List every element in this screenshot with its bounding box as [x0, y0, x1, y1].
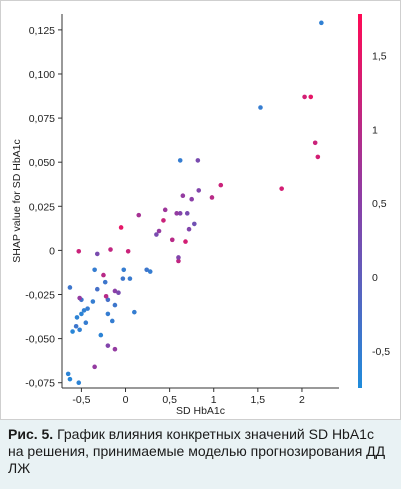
data-point: [109, 318, 115, 324]
y-tick-label: 0,025: [29, 201, 55, 213]
y-tick-label: 0: [49, 245, 55, 257]
data-point: [136, 212, 142, 218]
data-point: [156, 228, 162, 234]
colorbar: -0,5 0 0,5 1 1,5: [358, 14, 390, 388]
data-point: [176, 255, 181, 260]
data-point: [180, 193, 186, 199]
data-point: [161, 218, 166, 223]
y-tick-label: 0,050: [29, 157, 55, 169]
data-point: [67, 285, 73, 290]
y-tick-label: -0,075: [25, 378, 55, 390]
data-point: [218, 182, 224, 188]
data-point: [302, 94, 307, 100]
data-point: [186, 226, 192, 232]
data-point: [258, 105, 263, 110]
colorbar-gradient: [358, 14, 362, 388]
x-axis-label: SD HbA1c: [176, 405, 225, 417]
data-point: [209, 195, 215, 200]
data-point: [132, 309, 137, 315]
data-point: [127, 276, 133, 281]
data-point: [85, 306, 90, 311]
colorbar-tick-label: 0,5: [372, 198, 387, 210]
y-tick-label: -0,025: [25, 290, 55, 302]
data-point: [77, 295, 82, 301]
data-point: [189, 196, 194, 202]
data-point: [144, 267, 149, 273]
scatter-chart: -0,075 -0,050 -0,025 0 0,025 0,050 0,075 0,100 0…: [11, 14, 390, 417]
data-point: [174, 211, 179, 216]
data-point: [196, 188, 202, 193]
data-point: [94, 251, 100, 257]
y-tick-label: -0,050: [25, 334, 55, 346]
data-point: [90, 299, 96, 304]
colorbar-tick-label: 1: [372, 124, 378, 136]
x-tick-label: -0,5: [72, 394, 90, 406]
data-point: [312, 140, 318, 146]
data-point: [83, 320, 89, 326]
figure-caption: Рис. 5. График влияния конкретных значен…: [0, 420, 401, 489]
data-point: [79, 311, 84, 317]
x-tick-label: 1: [211, 394, 217, 406]
y-axis-label: SHAP value for SD HbA1c: [11, 139, 23, 263]
data-point: [76, 380, 82, 386]
x-tick-label: 0,5: [162, 394, 177, 406]
data-point: [162, 207, 168, 213]
caption-label: Рис. 5.: [8, 426, 54, 442]
data-point: [319, 20, 324, 26]
x-tick-label: 2: [299, 394, 305, 406]
data-point: [154, 232, 159, 237]
data-point: [92, 267, 97, 273]
data-point: [103, 293, 109, 299]
data-point: [147, 269, 153, 274]
data-point: [184, 211, 190, 216]
data-point: [125, 248, 131, 254]
data-points: [65, 20, 324, 386]
data-point: [315, 154, 321, 160]
data-point: [121, 267, 127, 273]
data-point: [105, 297, 111, 303]
x-tick-label: 1,5: [251, 394, 266, 406]
data-point: [169, 237, 175, 243]
caption-text: График влияния конкретных значений SD Hb…: [8, 426, 386, 476]
data-point: [105, 311, 111, 317]
data-point: [67, 376, 73, 382]
data-point: [77, 327, 82, 333]
data-point: [94, 286, 100, 292]
data-point: [177, 158, 183, 163]
data-point: [112, 346, 118, 352]
y-tick-label: 0,125: [29, 25, 55, 37]
data-point: [70, 329, 75, 334]
x-tick-label: 0: [123, 394, 129, 406]
data-point: [101, 272, 106, 278]
data-point: [120, 276, 126, 281]
data-point: [183, 239, 188, 244]
data-point: [192, 221, 197, 227]
data-point: [73, 323, 79, 329]
data-point: [308, 94, 314, 100]
data-point: [112, 302, 118, 308]
colorbar-tick-label: 0: [372, 272, 378, 284]
data-point: [76, 248, 82, 254]
data-point: [108, 247, 113, 252]
data-point: [81, 308, 87, 313]
data-point: [116, 290, 121, 296]
data-point: [177, 211, 183, 216]
data-point: [118, 225, 124, 230]
y-tick-label: 0,100: [29, 69, 55, 81]
data-point: [279, 186, 284, 191]
data-point: [112, 288, 118, 294]
colorbar-tick-label: -0,5: [372, 346, 390, 358]
data-point: [102, 279, 108, 285]
y-tick-label: 0,075: [29, 113, 55, 125]
data-point: [105, 343, 111, 348]
data-point: [98, 332, 104, 338]
figure-panel: -0,075 -0,050 -0,025 0 0,025 0,050 0,075 0,100 0…: [0, 0, 401, 420]
data-point: [195, 158, 201, 163]
data-point: [92, 364, 97, 370]
data-point: [176, 258, 181, 264]
data-point: [74, 315, 80, 320]
data-point: [65, 371, 71, 377]
plot-axes: -0,075 -0,050 -0,025 0 0,025 0,050 0,075 0,100 0…: [25, 14, 339, 406]
colorbar-tick-label: 1,5: [372, 50, 387, 62]
